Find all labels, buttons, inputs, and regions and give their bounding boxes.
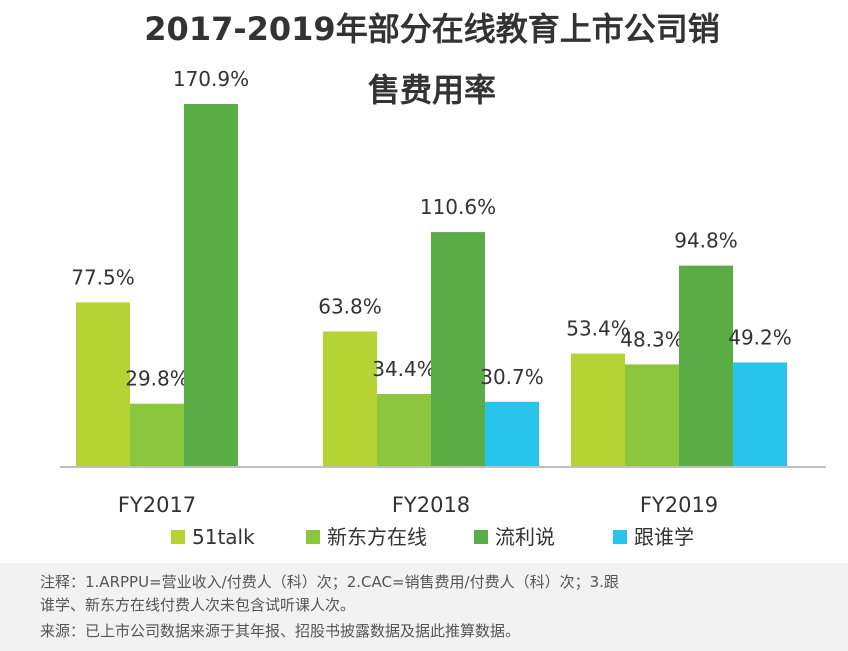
- legend: 51talk 新东方在线 流利说 跟谁学: [171, 525, 694, 549]
- bar-51talk-FY2018: [323, 331, 377, 467]
- bar-51talk-FY2019: [571, 353, 625, 467]
- data-label-跟谁学-FY2018: 30.7%: [480, 365, 544, 389]
- legend-swatch-跟谁学: [613, 530, 627, 544]
- data-label-51talk-FY2018: 63.8%: [318, 294, 382, 318]
- data-label-流利说-FY2017: 170.9%: [173, 67, 249, 91]
- data-label-流利说-FY2018: 110.6%: [420, 195, 496, 219]
- legend-swatch-51talk: [171, 530, 185, 544]
- data-label-新东方在线-FY2017: 29.8%: [125, 367, 189, 391]
- note-line-1: 注释：1.ARPPU=营业收入/付费人（科）次；2.CAC=销售费用/付费人（科…: [40, 573, 619, 591]
- legend-label-新东方在线: 新东方在线: [327, 525, 427, 549]
- bar-流利说-FY2018: [431, 232, 485, 467]
- x-tick-labels: FY2017 FY2018 FY2019: [118, 493, 718, 517]
- bar-流利说-FY2019: [679, 265, 733, 467]
- bar-51talk-FY2017: [76, 302, 130, 467]
- data-label-51talk-FY2019: 53.4%: [566, 317, 630, 341]
- bar-新东方在线-FY2019: [625, 364, 679, 467]
- data-label-新东方在线-FY2018: 34.4%: [372, 357, 436, 381]
- bar-跟谁学-FY2018: [485, 401, 539, 467]
- x-tick-FY2017: FY2017: [118, 493, 196, 517]
- legend-label-流利说: 流利说: [495, 525, 555, 549]
- legend-swatch-流利说: [474, 530, 488, 544]
- notes-box: 注释：1.ARPPU=营业收入/付费人（科）次；2.CAC=销售费用/付费人（科…: [0, 563, 848, 651]
- data-label-跟谁学-FY2019: 49.2%: [728, 325, 792, 349]
- data-label-51talk-FY2017: 77.5%: [71, 265, 135, 289]
- bar-新东方在线-FY2018: [377, 393, 431, 467]
- chart-title-line-1: 2017-2019年部分在线教育上市公司销: [144, 10, 719, 48]
- bar-流利说-FY2017: [184, 104, 238, 467]
- bar-跟谁学-FY2019: [733, 362, 787, 467]
- x-tick-FY2019: FY2019: [640, 493, 718, 517]
- source-line: 来源：已上市公司数据来源于其年报、招股书披露数据及据此推算数据。: [40, 622, 521, 640]
- bar-新东方在线-FY2017: [130, 403, 184, 467]
- chart-title-line-2: 售费用率: [368, 71, 496, 109]
- legend-label-跟谁学: 跟谁学: [634, 525, 694, 549]
- x-tick-FY2018: FY2018: [392, 493, 470, 517]
- bar-chart: 2017-2019年部分在线教育上市公司销 售费用率 77.5% 29.8% 170…: [60, 10, 826, 549]
- data-label-流利说-FY2019: 94.8%: [674, 229, 738, 253]
- data-label-新东方在线-FY2019: 48.3%: [620, 327, 684, 351]
- note-line-2: 谁学、新东方在线付费人次未包含试听课人次。: [40, 596, 356, 614]
- legend-swatch-新东方在线: [306, 530, 320, 544]
- bars-group: 77.5% 29.8% 170.9% 63.8% 34.4% 110.6% 30.7% 53.…: [71, 67, 792, 467]
- legend-label-51talk: 51talk: [192, 525, 255, 549]
